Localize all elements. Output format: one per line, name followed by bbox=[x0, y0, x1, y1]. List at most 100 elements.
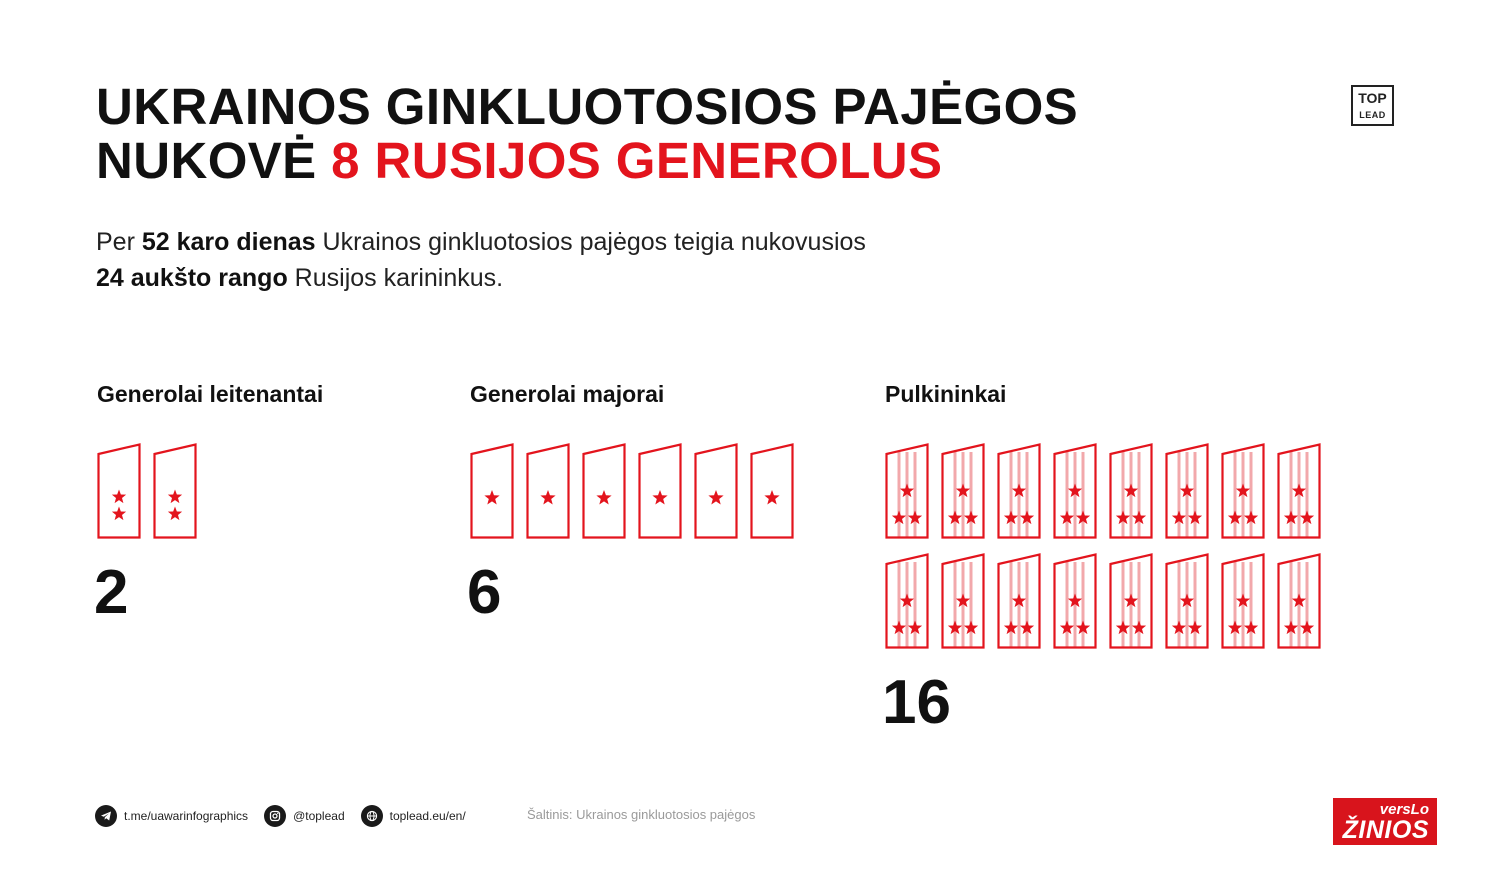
instagram-link[interactable]: @toplead bbox=[264, 805, 345, 827]
website-link[interactable]: toplead.eu/en/ bbox=[360, 805, 466, 827]
star-icon bbox=[1123, 593, 1139, 608]
shoulder-strap-icon bbox=[1221, 553, 1265, 649]
star-icon bbox=[596, 490, 612, 505]
star-icon bbox=[1179, 593, 1195, 608]
star-icon bbox=[1283, 510, 1299, 525]
star-icon bbox=[1291, 483, 1307, 498]
star-icon bbox=[167, 506, 183, 521]
star-icon bbox=[1115, 510, 1131, 525]
toplead-logo: TOP LEAD bbox=[1351, 85, 1394, 126]
star-icon bbox=[1075, 510, 1091, 525]
star-icon bbox=[899, 593, 915, 608]
star-icon bbox=[1131, 510, 1147, 525]
shoulder-strap-icon bbox=[941, 553, 985, 649]
shoulder-strap-icon bbox=[638, 443, 682, 539]
star-icon bbox=[1283, 620, 1299, 635]
star-icon bbox=[1115, 620, 1131, 635]
star-icon bbox=[1123, 483, 1139, 498]
intro-line-1: Per 52 karo dienas Ukrainos ginkluotosio… bbox=[96, 224, 866, 260]
star-icon bbox=[891, 510, 907, 525]
shoulder-strap-icon bbox=[1053, 443, 1097, 539]
star-icon bbox=[1243, 510, 1259, 525]
group-count: 2 bbox=[94, 558, 129, 627]
source-note: Šaltinis: Ukrainos ginkluotosios pajėgos bbox=[527, 807, 756, 822]
shoulder-strap-icon bbox=[885, 553, 929, 649]
intro-officers: 24 aukšto rango bbox=[96, 264, 288, 292]
star-icon bbox=[963, 620, 979, 635]
star-icon bbox=[764, 490, 780, 505]
star-icon bbox=[963, 510, 979, 525]
brand-line-1: versLo bbox=[1379, 801, 1429, 818]
shoulder-strap-icon bbox=[1165, 553, 1209, 649]
star-icon bbox=[1011, 593, 1027, 608]
intro-l1-c: Ukrainos ginkluotosios pajėgos teigia nu… bbox=[315, 228, 866, 256]
star-icon bbox=[1291, 593, 1307, 608]
telegram-link[interactable]: t.me/uawarinfographics bbox=[95, 805, 248, 827]
globe-icon bbox=[360, 805, 383, 827]
headline: UKRAINOS GINKLUOTOSIOS PAJĖGOS NUKOVĖ 8 … bbox=[96, 80, 1078, 188]
star-icon bbox=[1019, 620, 1035, 635]
star-icon bbox=[1235, 593, 1251, 608]
star-icon bbox=[947, 510, 963, 525]
star-icon bbox=[1179, 483, 1195, 498]
shoulder-strap-icon bbox=[526, 443, 570, 539]
headline-line-1: UKRAINOS GINKLUOTOSIOS PAJĖGOS bbox=[96, 78, 1079, 135]
star-icon bbox=[111, 489, 127, 504]
shoulder-strap-icon bbox=[1109, 553, 1153, 649]
star-icon bbox=[1059, 510, 1075, 525]
star-icon bbox=[540, 490, 556, 505]
intro-text: Per 52 karo dienas Ukrainos ginkluotosio… bbox=[96, 224, 866, 296]
intro-l1-a: Per bbox=[96, 228, 142, 256]
star-icon bbox=[1235, 483, 1251, 498]
star-icon bbox=[1187, 620, 1203, 635]
group-title: Generolai leitenantai bbox=[97, 381, 324, 407]
logo-top-text: TOP bbox=[1358, 90, 1387, 106]
intro-days: 52 karo dienas bbox=[141, 228, 316, 256]
shoulder-strap-icon bbox=[97, 443, 141, 539]
star-icon bbox=[891, 620, 907, 635]
headline-prefix: NUKOVĖ bbox=[96, 132, 332, 189]
star-icon bbox=[484, 490, 500, 505]
star-icon bbox=[899, 483, 915, 498]
group-count: 16 bbox=[882, 668, 951, 737]
group-lieutenant-generals: Generolai leitenantai 2 bbox=[94, 380, 324, 624]
star-icon bbox=[1227, 620, 1243, 635]
star-icon bbox=[955, 593, 971, 608]
shoulder-strap-icon bbox=[153, 443, 197, 539]
star-icon bbox=[1075, 620, 1091, 635]
star-icon bbox=[907, 510, 923, 525]
headline-highlight: 8 RUSIJOS GENEROLUS bbox=[331, 132, 943, 189]
group-major-generals: Generolai majorai 6 bbox=[467, 380, 794, 624]
telegram-icon bbox=[95, 805, 117, 827]
headline-line-2: NUKOVĖ 8 RUSIJOS GENEROLUS bbox=[96, 134, 1078, 188]
group-colonels: Pulkininkai 16 bbox=[882, 380, 1321, 734]
instagram-text: @toplead bbox=[293, 809, 345, 823]
group-count: 6 bbox=[467, 558, 502, 627]
star-icon bbox=[1011, 483, 1027, 498]
intro-l2-c: Rusijos karininkus. bbox=[287, 264, 504, 292]
shoulder-strap-icon bbox=[885, 443, 929, 539]
shoulder-strap-icon bbox=[997, 553, 1041, 649]
star-icon bbox=[1171, 620, 1187, 635]
shoulder-strap-icon bbox=[1277, 443, 1321, 539]
star-icon bbox=[1299, 620, 1315, 635]
brand-line-2: ŽINIOS bbox=[1342, 816, 1429, 844]
star-icon bbox=[907, 620, 923, 635]
shoulder-strap-icon bbox=[1053, 553, 1097, 649]
star-icon bbox=[111, 506, 127, 521]
shoulder-strap-icon bbox=[997, 443, 1041, 539]
logo-bottom-text: LEAD bbox=[1359, 110, 1386, 120]
intro-line-2: 24 aukšto rango Rusijos karininkus. bbox=[96, 260, 866, 296]
instagram-icon bbox=[264, 805, 287, 827]
shoulder-strap-icon bbox=[470, 443, 514, 539]
shoulder-strap-icon bbox=[1109, 443, 1153, 539]
star-icon bbox=[1243, 620, 1259, 635]
star-icon bbox=[167, 489, 183, 504]
shoulder-strap-icon bbox=[941, 443, 985, 539]
star-icon bbox=[947, 620, 963, 635]
group-title: Pulkininkai bbox=[885, 381, 1007, 407]
group-title: Generolai majorai bbox=[470, 381, 665, 407]
shoulder-strap-icon bbox=[1165, 443, 1209, 539]
star-icon bbox=[1003, 620, 1019, 635]
star-icon bbox=[1067, 483, 1083, 498]
